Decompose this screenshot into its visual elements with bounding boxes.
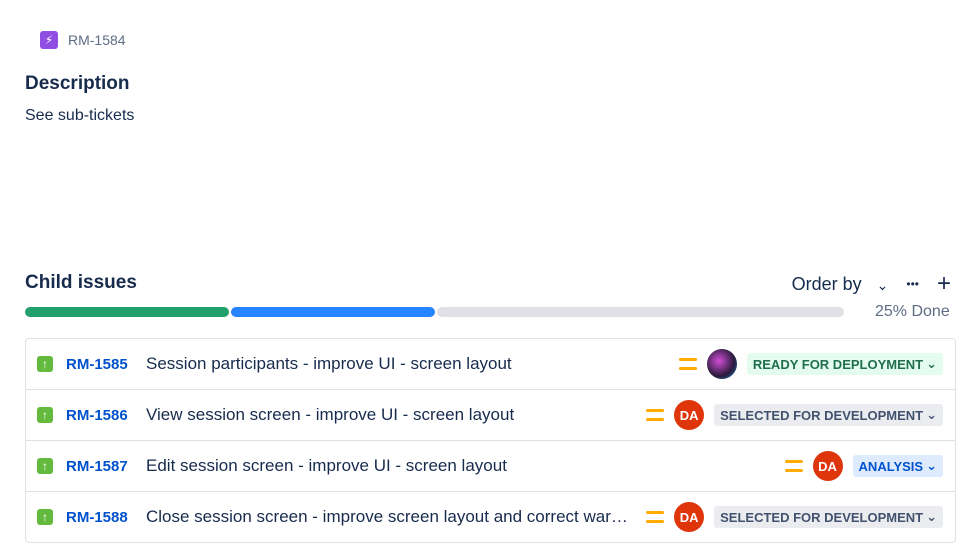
- child-issues-list: ↑ RM-1585 Session participants - improve…: [25, 338, 956, 543]
- order-by-button[interactable]: Order by ⌄: [792, 274, 889, 295]
- issue-key[interactable]: RM-1587: [66, 457, 128, 475]
- status-label: SELECTED FOR DEVELOPMENT: [720, 407, 924, 423]
- issue-key[interactable]: RM-1586: [66, 406, 128, 424]
- status-label: ANALYSIS: [858, 458, 924, 474]
- parent-key[interactable]: RM-1584: [68, 32, 126, 48]
- table-row[interactable]: ↑ RM-1585 Session participants - improve…: [26, 339, 955, 390]
- description-text[interactable]: See sub-tickets: [25, 107, 135, 124]
- priority-medium-icon: [784, 460, 803, 472]
- chevron-down-icon: ⌄: [876, 276, 889, 293]
- progress-bar: [25, 307, 844, 317]
- priority-medium-icon: [646, 511, 665, 523]
- progress-todo: [436, 307, 844, 317]
- avatar[interactable]: [706, 349, 737, 379]
- issue-summary[interactable]: Session participants - improve UI - scre…: [146, 354, 512, 373]
- issue-key[interactable]: RM-1588: [66, 508, 128, 526]
- progress-in-progress: [230, 307, 435, 317]
- order-by-label: Order by: [791, 273, 862, 294]
- description-heading: Description: [25, 73, 130, 94]
- priority-medium-icon: [678, 358, 697, 370]
- avatar[interactable]: DA: [674, 502, 705, 532]
- epic-icon: ⚡: [40, 31, 58, 49]
- status-dropdown[interactable]: ANALYSIS ⌄: [852, 455, 943, 477]
- progress-done: [25, 307, 229, 317]
- story-icon: ↑: [37, 509, 53, 525]
- story-icon: ↑: [37, 356, 53, 372]
- issue-summary[interactable]: Edit session screen - improve UI - scree…: [146, 456, 507, 475]
- status-dropdown[interactable]: SELECTED FOR DEVELOPMENT ⌄: [714, 506, 943, 528]
- chevron-down-icon: ⌄: [926, 509, 937, 524]
- status-dropdown[interactable]: SELECTED FOR DEVELOPMENT ⌄: [714, 404, 943, 426]
- chevron-down-icon: ⌄: [926, 407, 937, 422]
- more-icon[interactable]: •••: [906, 277, 919, 291]
- status-label: SELECTED FOR DEVELOPMENT: [720, 509, 924, 525]
- table-row[interactable]: ↑ RM-1586 View session screen - improve …: [26, 390, 955, 441]
- chevron-down-icon: ⌄: [926, 356, 937, 371]
- table-row[interactable]: ↑ RM-1588 Close session screen - improve…: [26, 492, 955, 542]
- add-child-button[interactable]: +: [936, 270, 951, 297]
- child-issues-heading: Child issues: [25, 272, 137, 293]
- status-label: READY FOR DEPLOYMENT: [752, 356, 924, 372]
- issue-summary[interactable]: Close session screen - improve screen la…: [146, 507, 634, 526]
- story-icon: ↑: [37, 407, 53, 423]
- table-row[interactable]: ↑ RM-1587 Edit session screen - improve …: [26, 441, 955, 492]
- priority-medium-icon: [646, 409, 665, 421]
- story-icon: ↑: [37, 458, 53, 474]
- avatar[interactable]: DA: [674, 400, 705, 430]
- avatar[interactable]: DA: [812, 451, 843, 481]
- progress-label: 25% Done: [875, 303, 950, 320]
- chevron-down-icon: ⌄: [926, 458, 937, 473]
- issue-summary[interactable]: View session screen - improve UI - scree…: [146, 405, 515, 424]
- issue-key[interactable]: RM-1585: [66, 355, 128, 373]
- parent-issue-link[interactable]: ⚡ RM-1584: [40, 31, 126, 49]
- status-dropdown[interactable]: READY FOR DEPLOYMENT ⌄: [746, 353, 943, 375]
